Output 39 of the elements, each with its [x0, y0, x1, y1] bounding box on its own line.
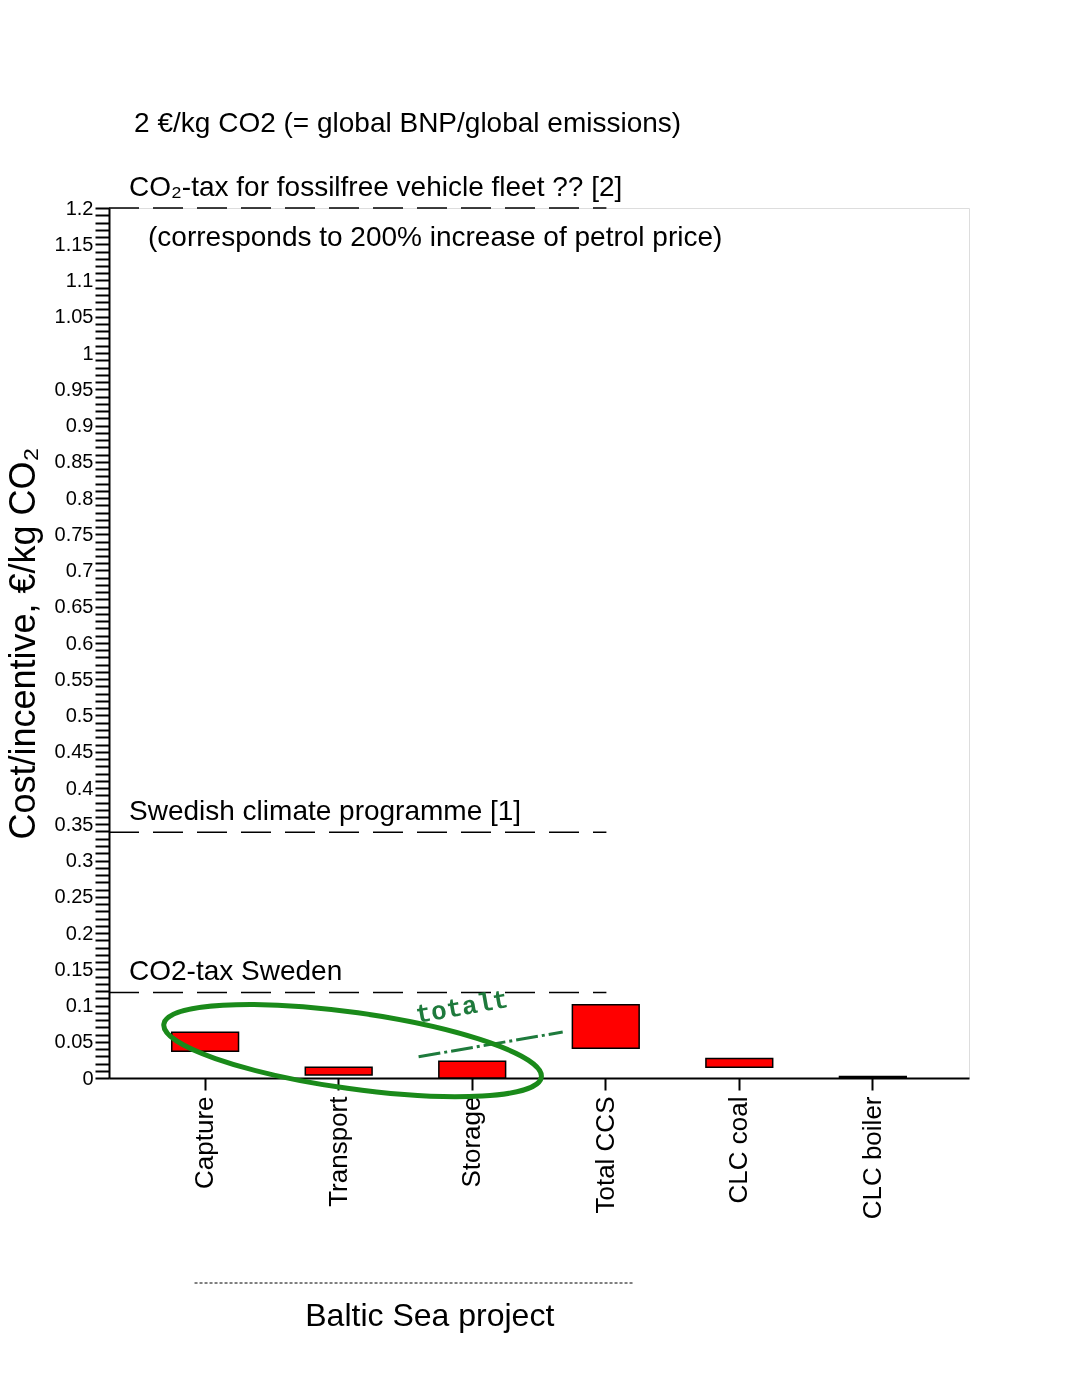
- y-tick-label: 0.55: [54, 667, 94, 690]
- x-tick-label: CLC coal: [723, 1096, 754, 1204]
- y-tick-label: 0.8: [65, 486, 94, 509]
- y-tick-label: 1.2: [65, 196, 94, 219]
- annotation: totalt: [413, 985, 511, 1031]
- y-tick-label: 0.7: [65, 559, 94, 581]
- y-tick-label: 0.85: [54, 450, 94, 473]
- y-tick-label: 1.1: [65, 269, 94, 291]
- x-tick-label: Capture: [189, 1096, 220, 1189]
- x-tick-label: Storage: [456, 1096, 487, 1188]
- x-tick-label: CLC boiler: [856, 1096, 887, 1220]
- y-tick-label: 0.1: [65, 994, 94, 1016]
- ref-line-label: CO₂-tax for fossilfree vehicle fleet ?? [2]: [129, 171, 623, 202]
- y-tick-label: 0.9: [65, 414, 94, 436]
- y-axis-title: Cost/incentive, €/kg CO₂: [1, 447, 43, 840]
- y-tick-label: 1.15: [54, 232, 94, 255]
- y-tick-label: 0.35: [54, 812, 94, 835]
- annotation: (corresponds to 200% increase of petrol price): [148, 221, 723, 253]
- text: Baltic Sea project: [305, 1297, 555, 1333]
- y-tick-label: 0.25: [54, 885, 94, 908]
- y-tick-label: 0: [82, 1066, 94, 1089]
- y-tick-label: 0.5: [65, 704, 94, 726]
- y-tick-label: 1: [82, 341, 94, 364]
- x-tick-label: Total CCS: [589, 1096, 620, 1214]
- y-tick-label: 0.05: [54, 1030, 94, 1053]
- x-tick-label: Transport: [322, 1095, 353, 1207]
- y-tick-label: 0.15: [54, 957, 94, 980]
- ref-line-label: CO2-tax Sweden: [129, 955, 343, 987]
- y-tick-label: 0.45: [54, 740, 94, 763]
- text: 2 €/kg CO2 (= global BNP/global emissions): [134, 107, 682, 139]
- y-tick-label: 0.95: [54, 377, 94, 400]
- y-tick-label: 0.2: [65, 921, 94, 944]
- y-tick-label: 0.4: [65, 776, 94, 799]
- ref-line-label: Swedish climate programme [1]: [129, 795, 522, 827]
- y-tick-label: 0.65: [54, 595, 94, 618]
- y-tick-label: 1.05: [54, 305, 94, 328]
- y-tick-label: 0.75: [54, 522, 94, 545]
- y-tick-label: 0.6: [65, 631, 94, 654]
- y-tick-label: 0.3: [65, 849, 94, 871]
